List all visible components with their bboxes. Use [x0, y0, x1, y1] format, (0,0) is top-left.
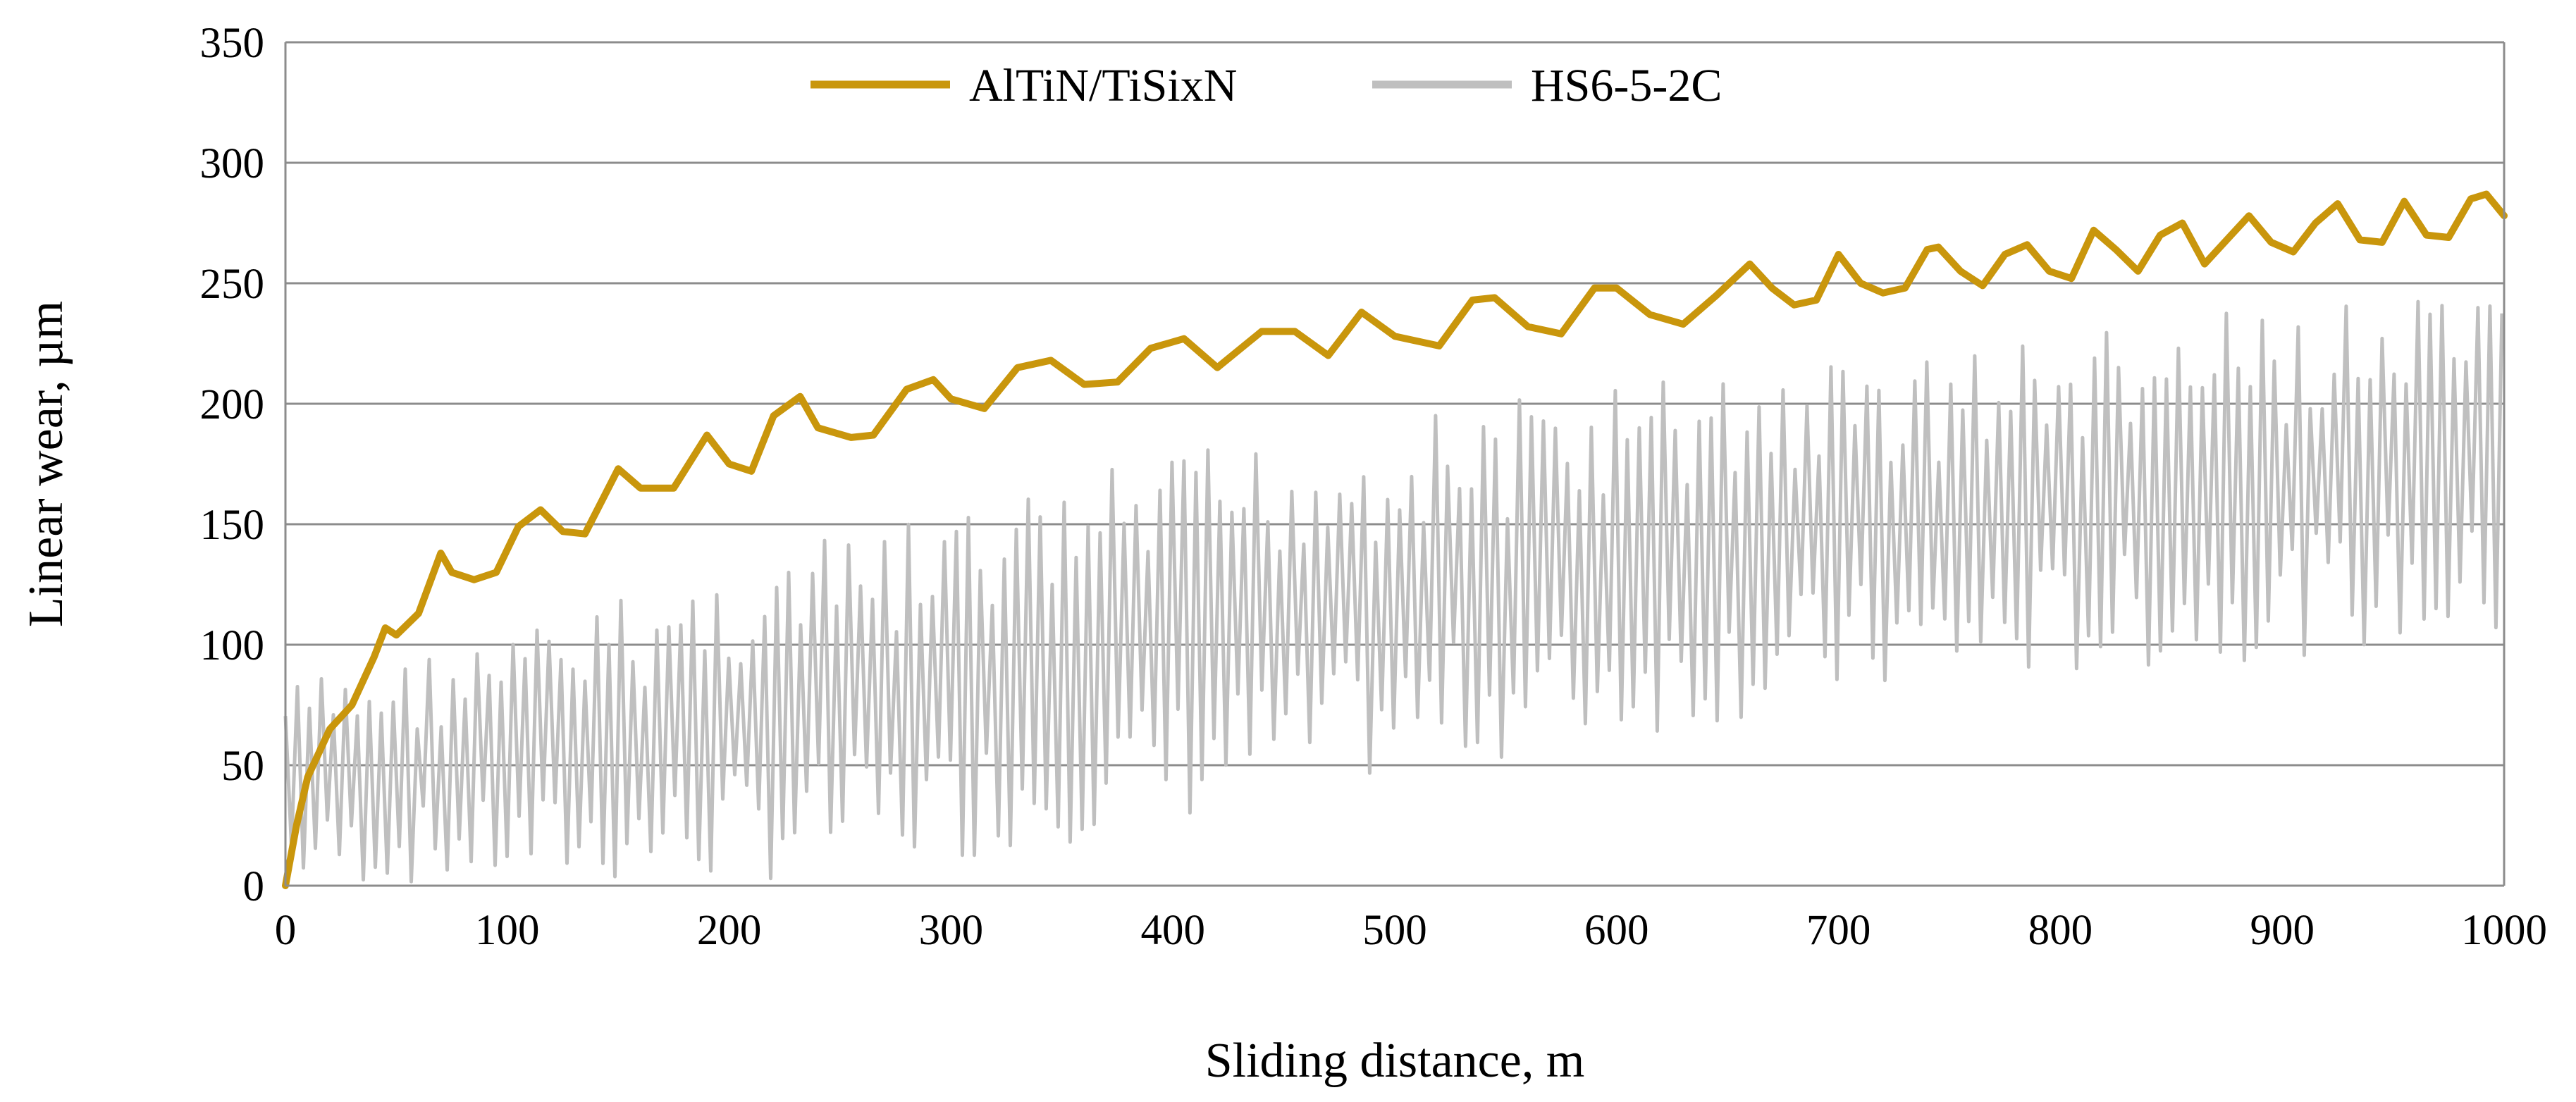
y-tick-label-300: 300	[200, 140, 265, 187]
y-tick-label-250: 250	[200, 261, 265, 308]
x-tick-label-0: 0	[275, 907, 297, 954]
y-tick-label-350: 350	[200, 20, 265, 67]
y-tick-label-100: 100	[200, 622, 265, 669]
axes	[284, 42, 2506, 887]
legend: AlTiN/TiSixN HS6-5-2C	[811, 60, 1722, 111]
x-axis-title: Sliding distance, m	[1205, 1034, 1585, 1088]
y-tick-label-50: 50	[221, 743, 264, 790]
x-tick-label-400: 400	[1140, 907, 1205, 954]
x-tick-label-900: 900	[2250, 907, 2315, 954]
y-tick-label-150: 150	[200, 502, 265, 549]
series-lines	[282, 190, 2508, 889]
x-tick-label-700: 700	[1806, 907, 1871, 954]
x-tick-labels: 0 100 200 300 400 500 600 700 800 900 1000	[275, 907, 2547, 954]
y-tick-labels: 0 50 100 150 200 250 300 350	[200, 20, 265, 910]
x-tick-label-200: 200	[697, 907, 762, 954]
series-line-hs6	[283, 299, 2504, 884]
y-tick-label-0: 0	[243, 863, 265, 910]
legend-label-hs6: HS6-5-2C	[1531, 60, 1722, 111]
series-line-altin	[282, 190, 2508, 889]
x-tick-label-600: 600	[1584, 907, 1649, 954]
y-tick-label-200: 200	[200, 381, 265, 428]
x-tick-label-500: 500	[1362, 907, 1427, 954]
x-tick-label-800: 800	[2028, 907, 2093, 954]
x-tick-label-1000: 1000	[2461, 907, 2547, 954]
x-tick-label-100: 100	[475, 907, 540, 954]
legend-label-altin: AlTiN/TiSixN	[969, 60, 1237, 111]
x-tick-label-300: 300	[919, 907, 984, 954]
y-axis-title: Linear wear, µm	[19, 301, 73, 627]
